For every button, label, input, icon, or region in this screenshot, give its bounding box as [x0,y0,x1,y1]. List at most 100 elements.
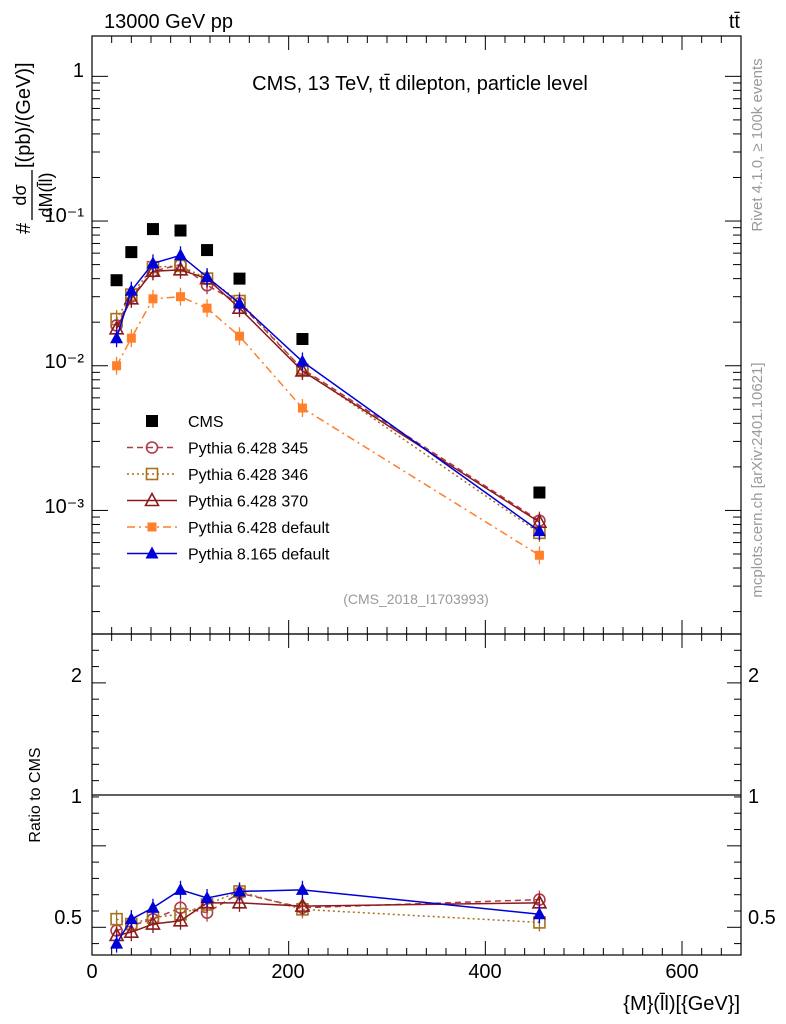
main-series-p8default [110,246,546,541]
main-line-p346 [115,265,540,534]
legend-label: CMS [188,414,224,431]
main-point [146,256,160,269]
legend-item-p346: Pythia 6.428 346 [127,467,308,484]
main-line-p6default [115,295,540,556]
ratio-point [174,882,187,895]
legend-label: Pythia 8.165 default [188,547,330,564]
main-point [532,524,546,537]
ratio-tick-label-right: 1 [748,786,759,808]
ratio-tick-label: 2 [71,665,82,687]
ratio-point [145,915,161,930]
legend-label: Pythia 6.428 default [188,520,330,537]
x-tick-label: 600 [665,961,698,983]
ratio-tick-label: 1 [71,786,82,808]
main-point [124,283,138,296]
main-point [110,331,124,344]
main-point [145,262,161,278]
main-point [176,292,185,302]
x-tick-labels: 0 200 400 600 [86,961,698,983]
main-point [126,333,136,343]
main-y-tick-labels: 1 10⁻¹ 10⁻² 10⁻³ [45,60,85,518]
main-point [202,303,212,313]
ratio-series-layer [108,880,548,953]
legend-marker [147,522,157,532]
main-title: CMS, 13 TeV, tt̄ dilepton, particle leve… [252,73,588,95]
main-ylabel-prefix: # [13,222,35,234]
ratio-point [110,936,124,949]
energy-label: 13000 GeV pp [104,11,233,33]
main-line-p8default [115,254,540,532]
x-tick-label: 400 [468,961,501,983]
ratio-line-p8default [115,889,540,944]
y-tick-label: 1 [73,60,84,82]
main-ylabel: # dσ dM(l̄l) [(pb)/(GeV)] [10,62,56,234]
main-point [295,354,309,367]
analysis-id: (CMS_2018_I1703993) [343,591,489,607]
main-point [112,361,122,371]
ratio-point [110,912,123,926]
ratio-tick-label: 0.5 [54,907,82,929]
main-point [533,486,546,499]
x-tick-label: 200 [271,961,304,983]
ratio-line-p345 [116,892,540,932]
x-axis-label: {M}(l̄l)[{GeV}] [623,992,740,1015]
ratio-point [233,884,246,897]
legend-item-p345: Pythia 6.428 345 [127,441,308,458]
main-frame [91,35,742,635]
main-point [125,246,138,259]
main-point [148,294,158,304]
axis-ticks [91,36,741,955]
ratio-series-p8default [110,880,546,953]
legend-item-cms: CMS [146,414,224,431]
ratio-tick-label-right: 2 [748,665,759,687]
main-series-p370 [108,260,548,532]
ratio-point [294,897,311,912]
main-point [174,224,187,237]
ratio-series-p370 [108,893,548,945]
legend-marker [145,441,159,454]
legend-label: Pythia 6.428 346 [188,467,308,484]
ratio-y-axis-label: Ratio to CMS [27,747,44,842]
main-series-p6default [112,287,544,565]
legend-item-p6default: Pythia 6.428 default [127,520,330,537]
ratio-line-p346 [116,890,540,925]
ratio-point [200,890,214,903]
legend-item-p8default: Pythia 8.165 default [127,546,330,564]
ratio-point [146,900,160,913]
ratio-y-tick-labels: 0.5 1 2 0.5 1 2 [54,665,776,929]
legend-label: Pythia 6.428 370 [188,494,308,511]
x-tick-label: 0 [86,961,97,983]
process-label: tt̄ [729,11,741,33]
source-label: mcplots.cern.ch [arXiv:2401.10621] [749,362,766,597]
main-series-layer [108,223,548,565]
main-point [201,244,214,257]
main-point [174,248,187,261]
main-point [200,270,214,283]
legend-marker [146,415,158,427]
legend-marker [145,546,159,559]
main-point [297,403,307,413]
ratio-point [231,894,248,909]
main-point [110,274,123,287]
main-line-p370 [115,269,540,523]
main-point [233,272,246,285]
main-point [294,362,311,377]
ratio-tick-label-right: 0.5 [748,907,776,929]
legend-marker [144,491,160,507]
main-point [534,550,544,560]
main-point [146,223,159,236]
ratio-point [532,907,546,920]
main-point [172,261,189,276]
legend: CMS Pythia 6.428 345 Pythia 6.428 346 Pythi… [127,414,330,564]
legend-label: Pythia 6.428 345 [188,441,308,458]
y-tick-label: 10⁻³ [45,496,85,518]
main-point [233,296,246,309]
main-point [123,290,140,305]
main-point [296,333,309,346]
main-ylabel-units: [(pb)/(GeV)] [13,62,35,168]
main-ylabel-num: dσ [10,184,30,205]
ratio-point [124,912,138,925]
main-ylabel-den: dM(l̄l) [36,173,56,218]
y-tick-label: 10⁻² [45,351,85,373]
